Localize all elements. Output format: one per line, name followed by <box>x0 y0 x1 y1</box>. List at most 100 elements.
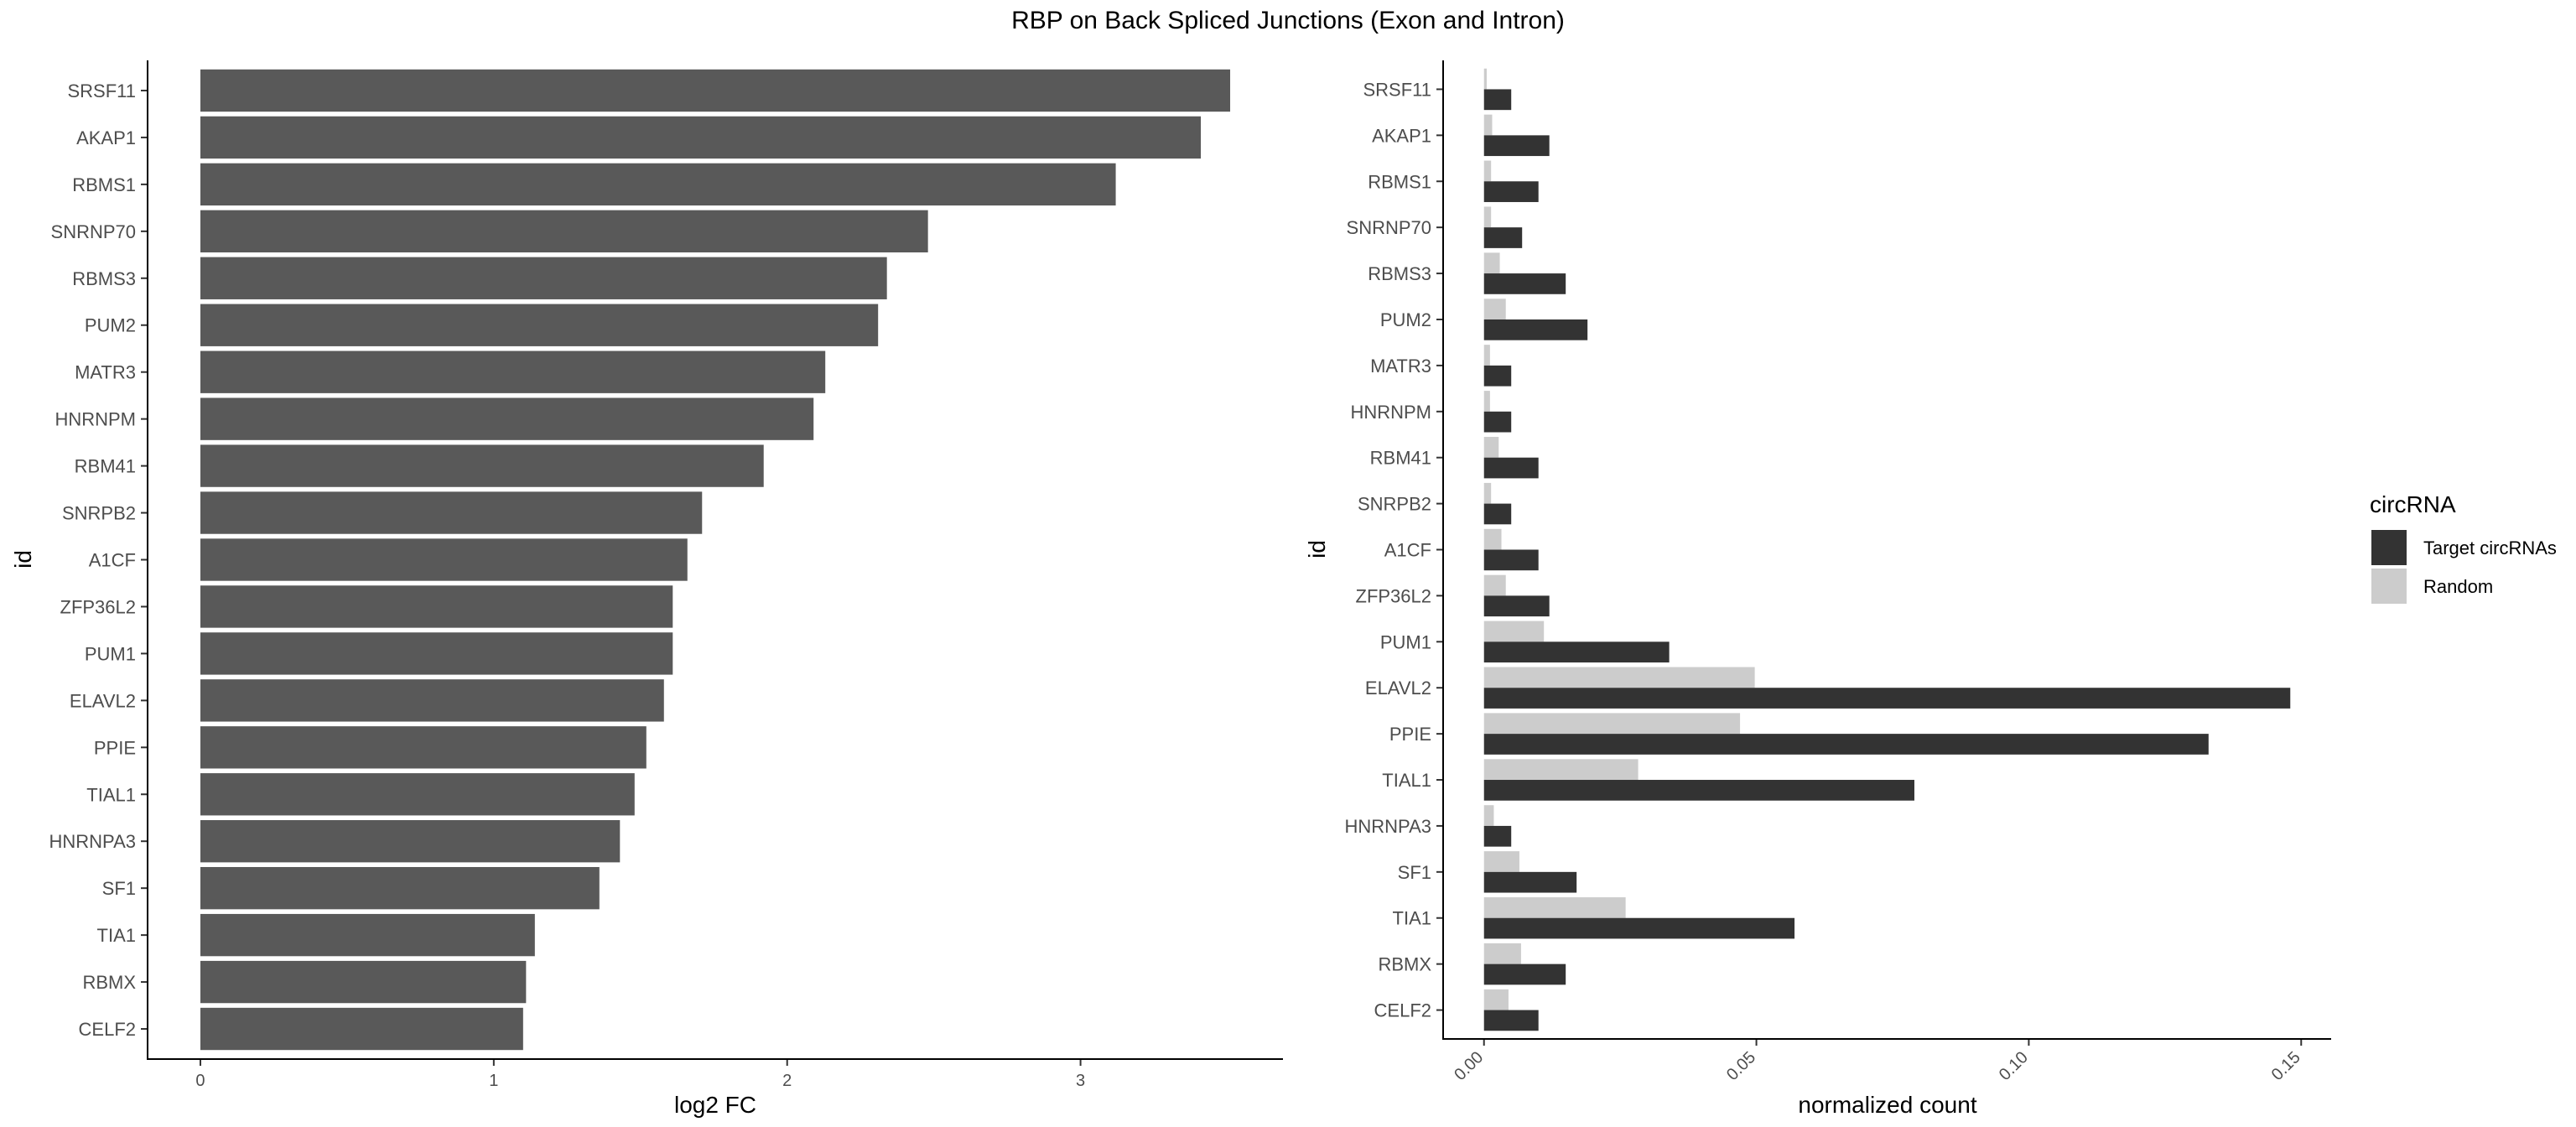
bar-target-tial1 <box>1483 780 1914 801</box>
bar-target-sf1 <box>1483 871 1577 893</box>
right-y-tick-label: HNRNPM <box>1350 402 1431 423</box>
right-y-tick-label: SF1 <box>1398 862 1431 883</box>
figure-title: RBP on Back Spliced Junctions (Exon and … <box>1011 7 1565 34</box>
left-y-tick-label: ZFP36L2 <box>60 596 137 617</box>
left-y-tick-label: HNRNPM <box>55 409 136 430</box>
bar-target-ppie <box>1483 734 2209 755</box>
bar-pum2 <box>200 304 879 346</box>
bar-random-pum1 <box>1483 621 1545 642</box>
right-y-tick-label: MATR3 <box>1370 356 1431 377</box>
bar-akap1 <box>200 116 1202 159</box>
bar-elavl2 <box>200 679 664 722</box>
legend-swatch-target <box>2371 530 2407 565</box>
right-x-ticks: 0.00 0.05 0.10 0.15 <box>1451 1039 2304 1084</box>
left-y-tick-label: RBM41 <box>75 456 136 477</box>
bar-srsf11 <box>200 69 1231 112</box>
left-y-tick-label: HNRNPA3 <box>49 831 136 852</box>
bar-target-hnrnpm <box>1483 411 1512 433</box>
left-x-tick-label: 3 <box>1076 1072 1085 1090</box>
bar-random-matr3 <box>1483 345 1490 366</box>
left-y-tick-label: TIA1 <box>97 925 136 946</box>
right-x-tick-label: 0.15 <box>2268 1048 2304 1084</box>
bar-target-a1cf <box>1483 549 1539 571</box>
left-y-tick-label: ELAVL2 <box>70 690 136 711</box>
bar-rbms3 <box>200 257 887 299</box>
bar-tia1 <box>200 913 535 957</box>
log2fc-bar-panel: SRSF11 AKAP1 RBMS1 SNRNP70 RBMS3 PUM2 MATR3 HNR… <box>10 60 1283 1118</box>
right-y-tick-label: RBMS1 <box>1368 171 1431 192</box>
left-x-tick-label: 1 <box>489 1072 498 1090</box>
legend-label-random: Random <box>2423 576 2493 597</box>
bar-random-tial1 <box>1483 759 1639 781</box>
bar-random-snrpb2 <box>1483 482 1492 504</box>
normalized-count-bar-panel: SRSF11 AKAP1 RBMS1 SNRNP70 RBMS3 PUM2 MATR3 HNR… <box>1304 60 2331 1118</box>
bar-target-celf2 <box>1483 1010 1539 1031</box>
bar-rbms1 <box>200 163 1116 206</box>
right-y-tick-label: ELAVL2 <box>1365 678 1431 699</box>
right-x-tick-label: 0.00 <box>1451 1048 1487 1084</box>
bar-rbm41 <box>200 444 764 487</box>
bar-target-snrpb2 <box>1483 503 1512 525</box>
left-y-tick-label: PUM2 <box>85 315 136 336</box>
right-y-axis-title: id <box>1304 540 1330 558</box>
right-x-tick-label: 0.05 <box>1723 1048 1759 1084</box>
bar-random-rbmx <box>1483 943 1521 964</box>
left-x-axis-title: log2 FC <box>674 1092 756 1118</box>
bar-target-elavl2 <box>1483 688 2291 709</box>
bar-random-tia1 <box>1483 897 1626 918</box>
bar-target-rbm41 <box>1483 457 1539 479</box>
right-y-tick-label: SNRNP70 <box>1347 217 1431 238</box>
legend-label-target: Target circRNAs <box>2423 538 2557 558</box>
right-y-tick-label: PUM2 <box>1380 309 1431 330</box>
bar-target-rbmx <box>1483 963 1566 985</box>
bar-celf2 <box>200 1007 523 1051</box>
right-y-tick-label: RBMX <box>1378 954 1431 975</box>
bar-random-elavl2 <box>1483 667 1755 688</box>
bar-a1cf <box>200 538 688 581</box>
bar-random-snrnp70 <box>1483 206 1492 228</box>
log2fc-bars <box>200 69 1231 1051</box>
bar-target-rbms3 <box>1483 273 1566 294</box>
left-y-tick-label: SNRPB2 <box>62 503 136 524</box>
right-y-tick-label: RBMS3 <box>1368 263 1431 284</box>
left-y-tick-label: AKAP1 <box>76 127 136 148</box>
bar-random-hnrnpm <box>1483 391 1490 412</box>
bar-random-rbms3 <box>1483 252 1500 274</box>
bar-random-celf2 <box>1483 989 1509 1010</box>
bar-random-hnrnpa3 <box>1483 805 1494 826</box>
left-y-tick-label: RBMX <box>82 972 136 993</box>
bar-target-pum2 <box>1483 319 1588 340</box>
bar-random-a1cf <box>1483 528 1502 550</box>
bar-target-snrnp70 <box>1483 227 1523 248</box>
left-y-tick-label: PUM1 <box>85 643 136 664</box>
bar-random-pum2 <box>1483 299 1506 319</box>
right-y-tick-label: SRSF11 <box>1363 79 1431 100</box>
bar-tial1 <box>200 773 635 816</box>
bar-random-sf1 <box>1483 851 1519 872</box>
bar-snrnp70 <box>200 210 928 253</box>
bar-pum1 <box>200 632 673 675</box>
right-y-tick-label: HNRNPA3 <box>1344 816 1431 837</box>
legend: circRNA Target circRNAs Random <box>2370 491 2557 604</box>
bar-target-tia1 <box>1483 917 1795 939</box>
bar-matr3 <box>200 351 826 393</box>
left-y-tick-label: RBMS3 <box>72 268 136 289</box>
bar-target-pum1 <box>1483 641 1670 663</box>
bar-ppie <box>200 726 647 769</box>
legend-title: circRNA <box>2370 491 2456 517</box>
bar-target-zfp36l2 <box>1483 595 1550 617</box>
right-y-tick-labels: SRSF11 AKAP1 RBMS1 SNRNP70 RBMS3 PUM2 MATR3 HNR… <box>1344 79 1443 1021</box>
normalized-count-bars <box>1483 68 2291 1031</box>
right-y-tick-label: SNRPB2 <box>1358 494 1431 515</box>
bar-random-rbm41 <box>1483 436 1499 458</box>
right-x-tick-label: 0.10 <box>1996 1048 2032 1084</box>
left-y-tick-label: MATR3 <box>75 362 136 383</box>
right-y-tick-label: PUM1 <box>1380 631 1431 652</box>
bar-target-hnrnpa3 <box>1483 825 1512 847</box>
left-y-tick-label: SF1 <box>102 878 136 899</box>
left-y-axis-title: id <box>10 550 36 569</box>
right-y-tick-label: TIAL1 <box>1382 770 1431 791</box>
left-y-tick-label: RBMS1 <box>72 174 136 195</box>
left-y-tick-label: A1CF <box>89 550 136 571</box>
bar-target-rbms1 <box>1483 181 1539 202</box>
